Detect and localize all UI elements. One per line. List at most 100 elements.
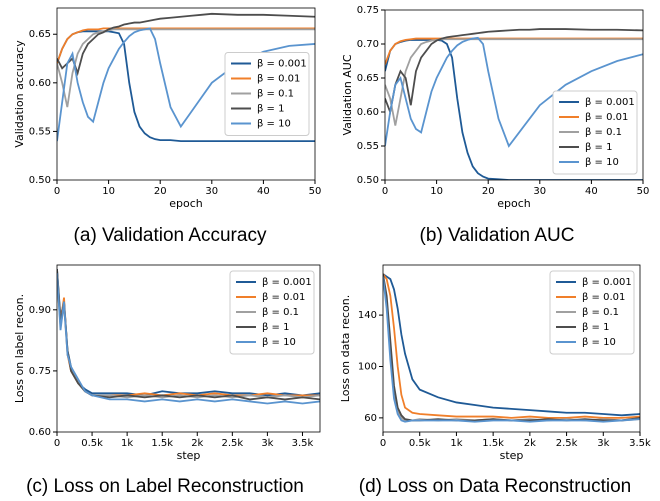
x-tick-label: 1.5k [482, 438, 504, 449]
x-tick-label: 3k [597, 438, 609, 449]
legend-label: β = 10 [262, 337, 296, 348]
y-tick-label: 60 [364, 413, 377, 424]
x-tick-label: 2k [524, 438, 536, 449]
axes-frame [56, 7, 316, 181]
legend-label: β = 0.01 [585, 112, 628, 123]
legend-label: β = 10 [582, 337, 616, 348]
plot-area [57, 269, 320, 405]
x-axis-label: step [500, 449, 524, 462]
x-tick-label: 1k [450, 438, 462, 449]
legend-label: β = 1 [262, 322, 289, 333]
legend-box [549, 270, 635, 355]
x-axis-label: step [177, 449, 201, 462]
x-tick-label: 1.5k [151, 438, 173, 449]
y-tick-label: 0.65 [357, 73, 379, 84]
x-tick-label: 2k [191, 438, 203, 449]
legend-label: β = 0.01 [257, 74, 300, 85]
series-line [57, 12, 315, 77]
legend-label: β = 0.1 [257, 89, 294, 100]
axes-frame [56, 264, 321, 433]
x-tick-label: 10 [430, 186, 443, 197]
y-tick-label: 0.70 [357, 39, 379, 50]
x-tick-label: 0.5k [81, 438, 103, 449]
y-tick-label: 0.55 [29, 126, 51, 137]
series-line [57, 28, 315, 108]
series-line [57, 273, 320, 405]
y-tick-label: 0.60 [29, 427, 51, 438]
x-tick-label: 50 [637, 186, 650, 197]
caption: (c) Loss on Label Reconstruction [26, 476, 304, 497]
legend-label: β = 0.01 [262, 292, 305, 303]
series-line [383, 273, 640, 419]
legend-label: β = 10 [257, 119, 291, 130]
x-tick-label: 30 [533, 186, 546, 197]
y-tick-label: 100 [358, 361, 377, 372]
y-tick-label: 0.75 [29, 366, 51, 377]
y-tick-label: 0.55 [357, 141, 379, 152]
x-tick-label: 20 [154, 186, 167, 197]
legend-box [224, 52, 310, 136]
series-line [57, 27, 315, 64]
series-line [385, 38, 643, 126]
legend-label: β = 0.1 [262, 307, 299, 318]
x-axis-label: epoch [497, 197, 531, 210]
legend-box [229, 270, 315, 355]
x-axis-label: epoch [169, 197, 203, 210]
caption: (a) Validation Accuracy [74, 225, 267, 246]
legend-label: β = 10 [585, 157, 619, 168]
plot-area [385, 28, 643, 180]
series-line [385, 28, 643, 116]
legend-label: β = 1 [585, 142, 612, 153]
legend-label: β = 0.001 [585, 97, 635, 108]
y-axis-label: Loss on data recon. [339, 295, 352, 402]
x-tick-label: 3k [261, 438, 273, 449]
legend-label: β = 1 [257, 104, 284, 115]
series-line [385, 36, 643, 148]
legend-label: β = 0.1 [582, 307, 619, 318]
legend-label: β = 0.001 [582, 277, 632, 288]
x-tick-label: 40 [585, 186, 598, 197]
x-tick-label: 1k [121, 438, 133, 449]
x-tick-label: 0 [382, 186, 388, 197]
series-line [383, 273, 640, 417]
legend-label: β = 1 [582, 322, 609, 333]
legend-label: β = 0.001 [257, 59, 307, 70]
axes-frame [382, 264, 641, 433]
y-tick-label: 0.75 [357, 5, 379, 16]
y-axis-label: Validation accuracy [13, 40, 26, 148]
plot-area [57, 12, 315, 143]
x-tick-label: 30 [205, 186, 218, 197]
x-tick-label: 20 [482, 186, 495, 197]
y-axis-label: Loss on label recon. [13, 294, 26, 403]
x-tick-label: 0 [54, 186, 60, 197]
y-tick-label: 140 [358, 310, 377, 321]
y-axis-label: Validation AUC [341, 54, 354, 135]
y-tick-label: 0.50 [357, 175, 379, 186]
legend-label: β = 0.1 [585, 127, 622, 138]
plot-area [383, 273, 640, 423]
series-line [383, 276, 640, 423]
x-tick-label: 50 [309, 186, 322, 197]
y-tick-label: 0.65 [29, 29, 51, 40]
legend-box [552, 90, 638, 175]
axes-frame [384, 9, 644, 181]
caption: (b) Validation AUC [420, 225, 575, 246]
legend-label: β = 0.01 [582, 292, 625, 303]
y-tick-label: 0.60 [357, 107, 379, 118]
y-tick-label: 0.50 [29, 175, 51, 186]
x-tick-label: 10 [102, 186, 115, 197]
series-line [57, 27, 315, 142]
y-tick-label: 0.60 [29, 78, 51, 89]
x-tick-label: 40 [257, 186, 270, 197]
x-tick-label: 3.5k [629, 438, 651, 449]
x-tick-label: 0 [54, 438, 60, 449]
y-tick-label: 0.90 [29, 305, 51, 316]
x-tick-label: 3.5k [292, 438, 314, 449]
x-tick-label: 0.5k [409, 438, 431, 449]
legend-label: β = 0.001 [262, 277, 312, 288]
x-tick-label: 0 [380, 438, 386, 449]
x-tick-label: 2.5k [556, 438, 578, 449]
caption: (d) Loss on Data Reconstruction [359, 476, 631, 497]
x-tick-label: 2.5k [221, 438, 243, 449]
